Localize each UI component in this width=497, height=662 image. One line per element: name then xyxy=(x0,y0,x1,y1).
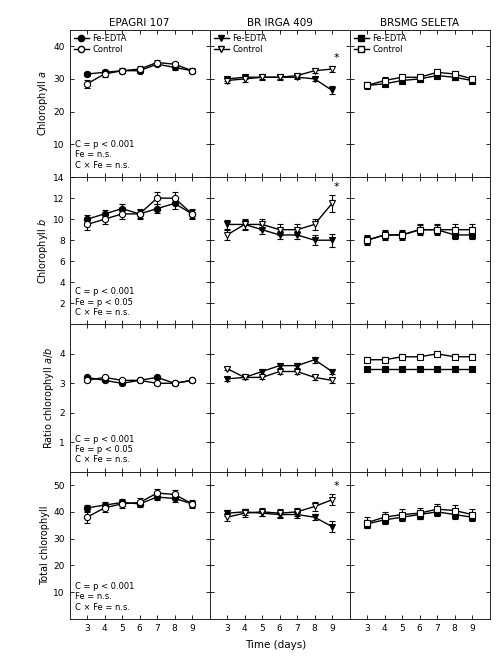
Legend: Fe-EDTA, Control: Fe-EDTA, Control xyxy=(352,32,408,56)
Y-axis label: Ratio chlorophyll $a$/$b$: Ratio chlorophyll $a$/$b$ xyxy=(42,347,56,449)
Legend: Fe-EDTA, Control: Fe-EDTA, Control xyxy=(72,32,128,56)
Legend: Fe-EDTA, Control: Fe-EDTA, Control xyxy=(212,32,268,56)
Y-axis label: Chlorophyll $b$: Chlorophyll $b$ xyxy=(36,218,50,284)
Title: BR IRGA 409: BR IRGA 409 xyxy=(247,18,313,28)
Y-axis label: Total chlorophyll: Total chlorophyll xyxy=(40,506,50,585)
Text: *: * xyxy=(334,53,339,63)
Text: *: * xyxy=(334,481,339,491)
Text: C = p < 0.001
Fe = p < 0.05
C × Fe = n.s.: C = p < 0.001 Fe = p < 0.05 C × Fe = n.s… xyxy=(75,287,134,317)
Title: EPAGRI 107: EPAGRI 107 xyxy=(109,18,170,28)
Text: Time (days): Time (days) xyxy=(245,640,307,650)
Text: C = p < 0.001
Fe = p < 0.05
C × Fe = n.s.: C = p < 0.001 Fe = p < 0.05 C × Fe = n.s… xyxy=(75,434,134,464)
Title: BRSMG SELETA: BRSMG SELETA xyxy=(380,18,459,28)
Text: C = p < 0.001
Fe = n.s.
C × Fe = n.s.: C = p < 0.001 Fe = n.s. C × Fe = n.s. xyxy=(75,140,134,169)
Text: *: * xyxy=(334,182,339,192)
Text: C = p < 0.001
Fe = n.s.
C × Fe = n.s.: C = p < 0.001 Fe = n.s. C × Fe = n.s. xyxy=(75,582,134,612)
Y-axis label: Chlorophyll $a$: Chlorophyll $a$ xyxy=(36,71,50,136)
